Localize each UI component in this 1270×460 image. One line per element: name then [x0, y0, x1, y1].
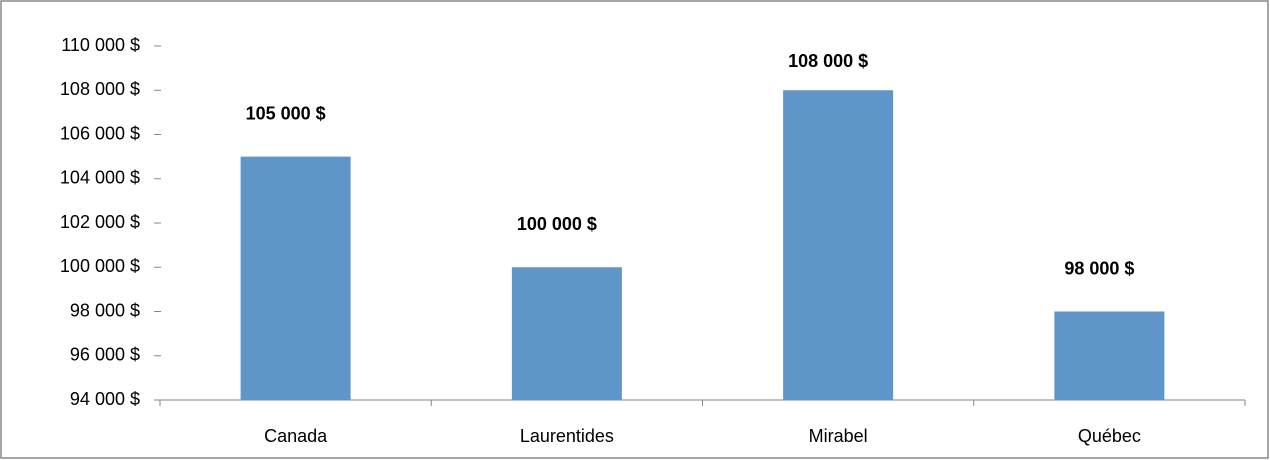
data-label: 98 000 $ [1064, 258, 1134, 278]
bar [783, 90, 894, 400]
x-tick-label: Québec [1078, 426, 1141, 446]
y-tick-label: 94 000 $ [70, 389, 140, 409]
bar [511, 267, 622, 400]
y-tick-label: 102 000 $ [60, 212, 140, 232]
data-label: 108 000 $ [788, 51, 868, 71]
y-tick-label: 106 000 $ [60, 123, 140, 143]
y-tick-label: 100 000 $ [60, 256, 140, 276]
y-tick-label: 108 000 $ [60, 79, 140, 99]
y-tick-label: 96 000 $ [70, 345, 140, 365]
y-tick-label: 98 000 $ [70, 300, 140, 320]
x-tick-label: Laurentides [520, 426, 614, 446]
bar [1054, 311, 1165, 400]
y-tick-label: 104 000 $ [60, 168, 140, 188]
x-tick-label: Canada [264, 426, 328, 446]
bar [240, 156, 351, 400]
x-tick-label: Mirabel [809, 426, 868, 446]
y-tick-label: 110 000 $ [61, 35, 140, 55]
data-label: 100 000 $ [517, 214, 597, 234]
data-label: 105 000 $ [246, 103, 326, 123]
